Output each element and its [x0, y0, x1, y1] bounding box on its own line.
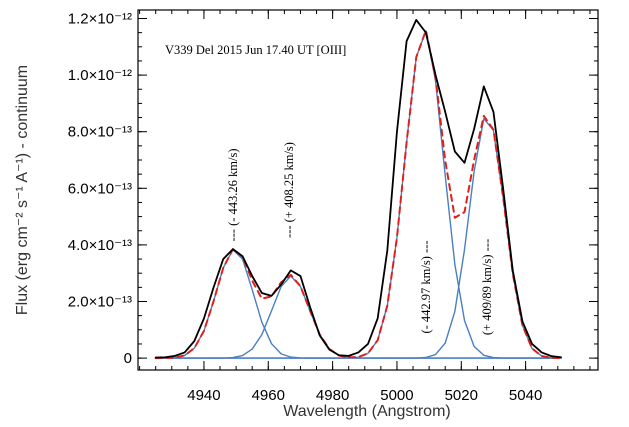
x-tick-label: 4960 [252, 387, 285, 404]
chart-title: V339 Del 2015 Jun 17.40 UT [OIII] [165, 43, 346, 57]
plot-area [154, 19, 563, 360]
y-tick-label: 8.0×10⁻¹³ [68, 124, 132, 141]
y-tick-label: 1.2×10⁻¹² [68, 10, 132, 27]
annotation: (+ 409/89 km/s) --- [480, 239, 494, 335]
plot-frame [137, 9, 599, 371]
y-axis-label: Flux (erg cm⁻² s⁻¹ A⁻¹) - continuum [14, 65, 31, 315]
annotation: (- 442.97 km/s) --- [419, 240, 433, 333]
y-tick-label: 1.0×10⁻¹² [68, 67, 132, 84]
x-axis-label: Wavelength (Angstrom) [283, 403, 450, 420]
series-line [154, 29, 563, 360]
y-tick-label: 6.0×10⁻¹³ [68, 180, 132, 197]
annotation: --- (- 443.26 km/s) [226, 148, 240, 241]
x-tick-label: 4980 [316, 387, 349, 404]
x-tick-label: 4940 [187, 387, 220, 404]
x-tick-label: 5040 [509, 387, 542, 404]
x-tick-label: 5020 [445, 387, 478, 404]
annotation: --- (+ 408.25 km/s) [282, 142, 296, 238]
y-tick-label: 4.0×10⁻¹³ [68, 237, 132, 254]
series-line [154, 19, 562, 359]
x-tick-label: 5000 [380, 387, 413, 404]
y-tick-label: 2.0×10⁻¹³ [68, 294, 132, 311]
y-tick-label: 0 [124, 350, 132, 367]
